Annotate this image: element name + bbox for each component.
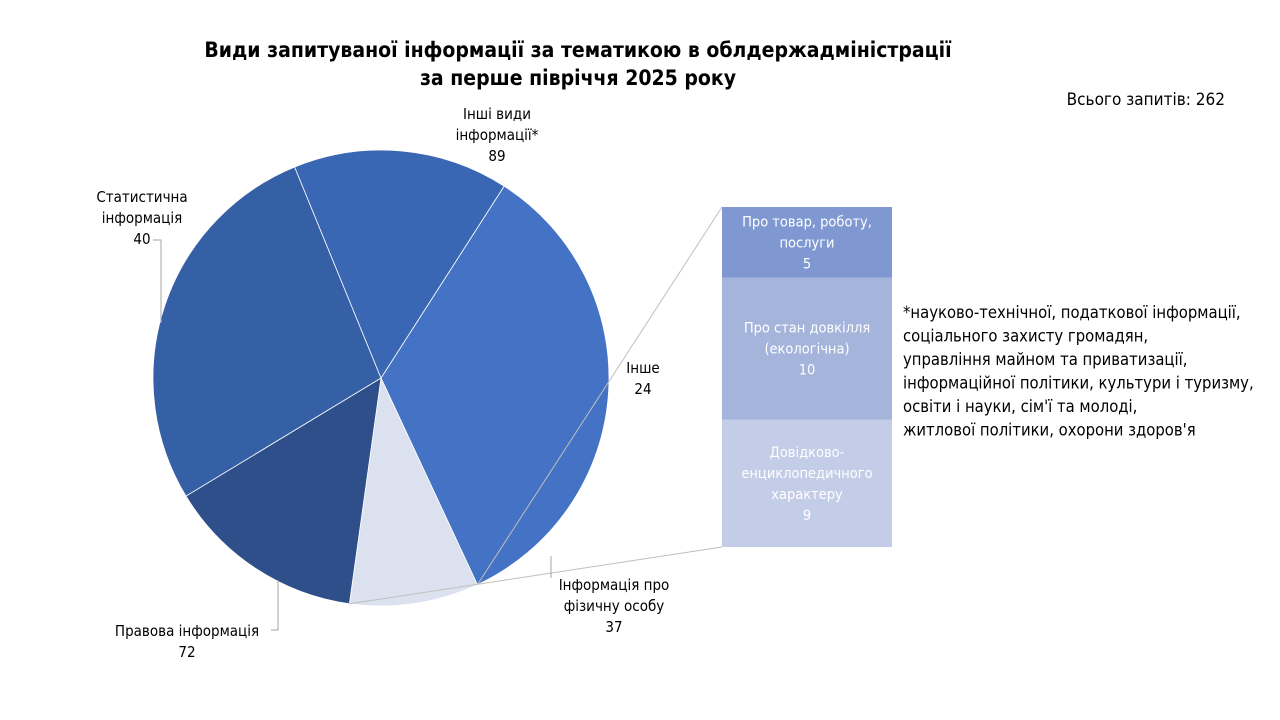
pie-labels: Інші види інформації* 89 Інше 24 Інформація п… [96,105,669,661]
pie-slice-3 [152,166,382,497]
bar-segment-1 [722,277,892,420]
pie-slice-1 [348,376,478,607]
chart-title-text: Види запитуваної інформації за тематикою… [204,38,952,90]
leader-line-statistical [153,239,162,323]
connector-top [476,206,723,585]
chart-title: Види запитуваної інформації за тематикою… [204,38,952,90]
bar-label-1: Про стан довкілля (екологічна) 10 [744,321,870,379]
pie-label-3: Правова інформація 72 [115,622,259,661]
pie-label-0: Інші види інформації* 89 [456,105,539,165]
footnote: *науково-технічної, податкової інформаці… [903,303,1254,440]
bar-label-0: Про товар, роботу, послуги 5 [742,214,872,272]
footnote-text: *науково-технічної, податкової інформаці… [903,303,1254,440]
pie-label-2: Інформація про фізичну особу 37 [559,576,670,636]
bar-segment-0 [722,207,892,278]
leader-line-legal [271,580,279,631]
pie-slice-2 [185,377,382,605]
connector-bottom [349,546,723,605]
total-requests: Всього запитів: 262 [1067,90,1225,110]
pie-label-1: Інше 24 [626,359,659,398]
pie-slice-0 [380,185,610,586]
bar-label-2: Довідково-енциклопедичного характеру 9 [741,445,872,524]
pie [152,149,610,607]
pie-label-4: Статистична інформація 40 [96,188,187,248]
pie-slice-4 [294,149,505,379]
connector-lines [349,206,723,605]
stacked-bar: Про товар, роботу, послуги 5 Про стан довкі… [722,207,892,547]
bar-segment-2 [722,419,892,547]
